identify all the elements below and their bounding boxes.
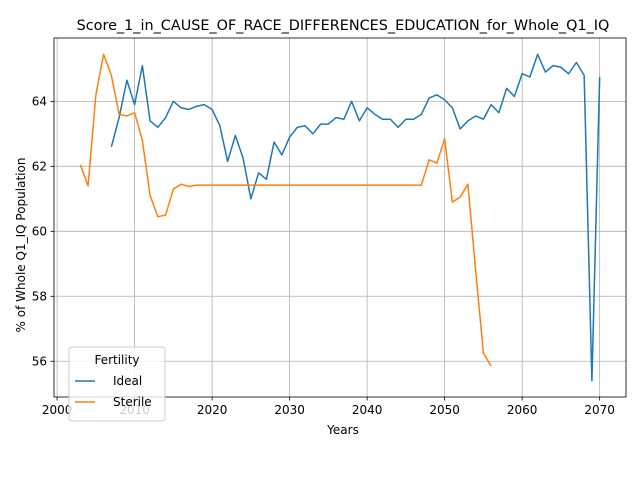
- y-tick-label: 62: [32, 159, 47, 173]
- axes-border: [53, 37, 627, 398]
- legend: Fertility Ideal Sterile: [68, 346, 166, 422]
- y-tick-label: 56: [32, 354, 47, 368]
- y-axis-label: % of Whole Q1_IQ Population: [14, 158, 28, 333]
- x-tick-label: 2020: [197, 403, 228, 417]
- series-lines: [79, 53, 601, 382]
- grid-lines: [54, 38, 626, 397]
- y-tick-label: 64: [32, 94, 47, 108]
- x-tick-label: 2070: [584, 403, 615, 417]
- chart-title: Score_1_in_CAUSE_OF_RACE_DIFFERENCES_EDU…: [77, 18, 610, 34]
- x-tick-label: 2050: [429, 403, 460, 417]
- legend-title: Fertility: [94, 353, 139, 367]
- series-line-ideal: [110, 53, 601, 382]
- legend-label-ideal: Ideal: [113, 374, 142, 388]
- x-tick-label: 2030: [274, 403, 305, 417]
- x-axis-label: Years: [326, 423, 359, 437]
- series-line-sterile: [79, 53, 492, 367]
- y-tick-label: 58: [32, 289, 47, 303]
- legend-label-sterile: Sterile: [113, 395, 152, 409]
- axes-frame: [53, 37, 627, 398]
- x-tick-label: 2060: [507, 403, 538, 417]
- x-tick-label: 2040: [352, 403, 383, 417]
- y-tick-label: 60: [32, 224, 47, 238]
- y-axis-ticks: 56 58 60 62 64: [32, 94, 54, 368]
- x-tick-label: 2000: [42, 403, 73, 417]
